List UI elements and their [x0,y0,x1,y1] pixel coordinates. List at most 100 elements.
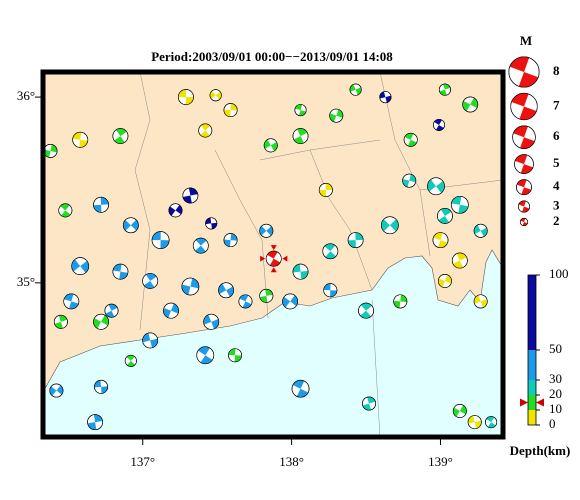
event [450,195,469,214]
event-rim [151,231,170,249]
event [112,128,129,144]
event [228,348,242,363]
legend-label: 6 [553,128,560,143]
event-quadrant [123,219,131,231]
event-quadrant [105,310,115,318]
event-quadrant [360,310,372,319]
event [104,303,119,318]
selected-pointer [260,255,266,262]
event [142,332,159,349]
lon-tick-label: 137° [130,454,155,469]
event [329,108,344,123]
event-quadrant [355,232,364,241]
event-rim [168,203,183,218]
event-quadrant [50,144,58,153]
event-quadrant [330,290,337,297]
event [182,187,199,204]
event-rim [292,128,309,144]
depth-band [528,410,536,425]
event-quadrant [60,203,70,211]
event-quadrant [452,260,464,269]
event-rim [72,131,89,148]
event [292,128,309,144]
event-quadrant [259,226,267,236]
lat-tick-label: 35° [17,274,35,289]
depth-tick-label: 10 [549,401,562,416]
event-rim [450,195,469,214]
legend-title: M [520,33,532,48]
event-rim [93,196,109,213]
event-rim [358,302,374,319]
event-quadrant [223,109,231,117]
event [151,231,170,249]
event-rim [124,354,137,367]
event-rim [452,404,467,418]
legend-ball-quadrant [520,218,526,222]
event-rim [485,416,498,429]
event [467,415,482,430]
event-quadrant [205,217,212,225]
event-quadrant [264,139,271,149]
event-quadrant [130,219,139,231]
event-quadrant [435,124,444,131]
event-quadrant [71,259,81,272]
event-quadrant [404,133,414,140]
event [438,83,451,96]
event-quadrant [119,271,128,280]
event-rim [347,232,364,249]
event-rim [318,183,333,197]
event [196,346,215,365]
event-quadrant [101,386,108,394]
event-quadrant [292,264,301,273]
event [282,293,299,310]
event-quadrant [323,283,331,291]
event [259,223,274,238]
event [451,252,468,269]
map-frame [40,69,506,440]
event [112,263,129,280]
event-rim [282,293,299,310]
event [462,96,479,113]
depth-tick-label: 20 [549,386,562,401]
event-quadrant [226,286,234,297]
event-rim [437,208,453,224]
event [87,414,104,431]
event-quadrant [381,219,390,232]
event-quadrant [409,174,416,183]
event-quadrant [168,206,176,216]
event-rim [218,282,235,299]
event [323,283,338,298]
event-rim [291,379,310,398]
lon-tick-label: 139° [428,454,453,469]
event-quadrant [297,128,308,137]
event [124,354,137,367]
event-quadrant [223,239,231,247]
event [362,396,376,411]
event-rim [223,233,238,248]
selected-depth-marker [520,398,544,407]
selected-pointer [270,267,277,273]
event-quadrant [101,315,109,326]
event-quadrant [456,252,467,261]
event-rim [238,294,253,309]
legend-ball-rim [508,56,540,88]
event-rim [292,263,309,280]
event-quadrant [319,189,326,197]
legend-ball [510,92,538,121]
legend-ball-quadrant [522,222,528,226]
event [432,232,449,249]
legend-ball-rim [516,179,532,196]
event [379,91,392,104]
event [402,173,417,188]
event-rim [393,294,408,309]
event-rim [112,263,129,280]
event [93,313,109,330]
depth-label: Depth(km) [510,443,571,458]
event [192,237,209,254]
legend-ball-quadrant [511,93,529,107]
event [349,83,362,96]
legend-ball-rim [514,154,534,174]
event-quadrant [427,179,437,192]
event-rim [178,89,194,105]
